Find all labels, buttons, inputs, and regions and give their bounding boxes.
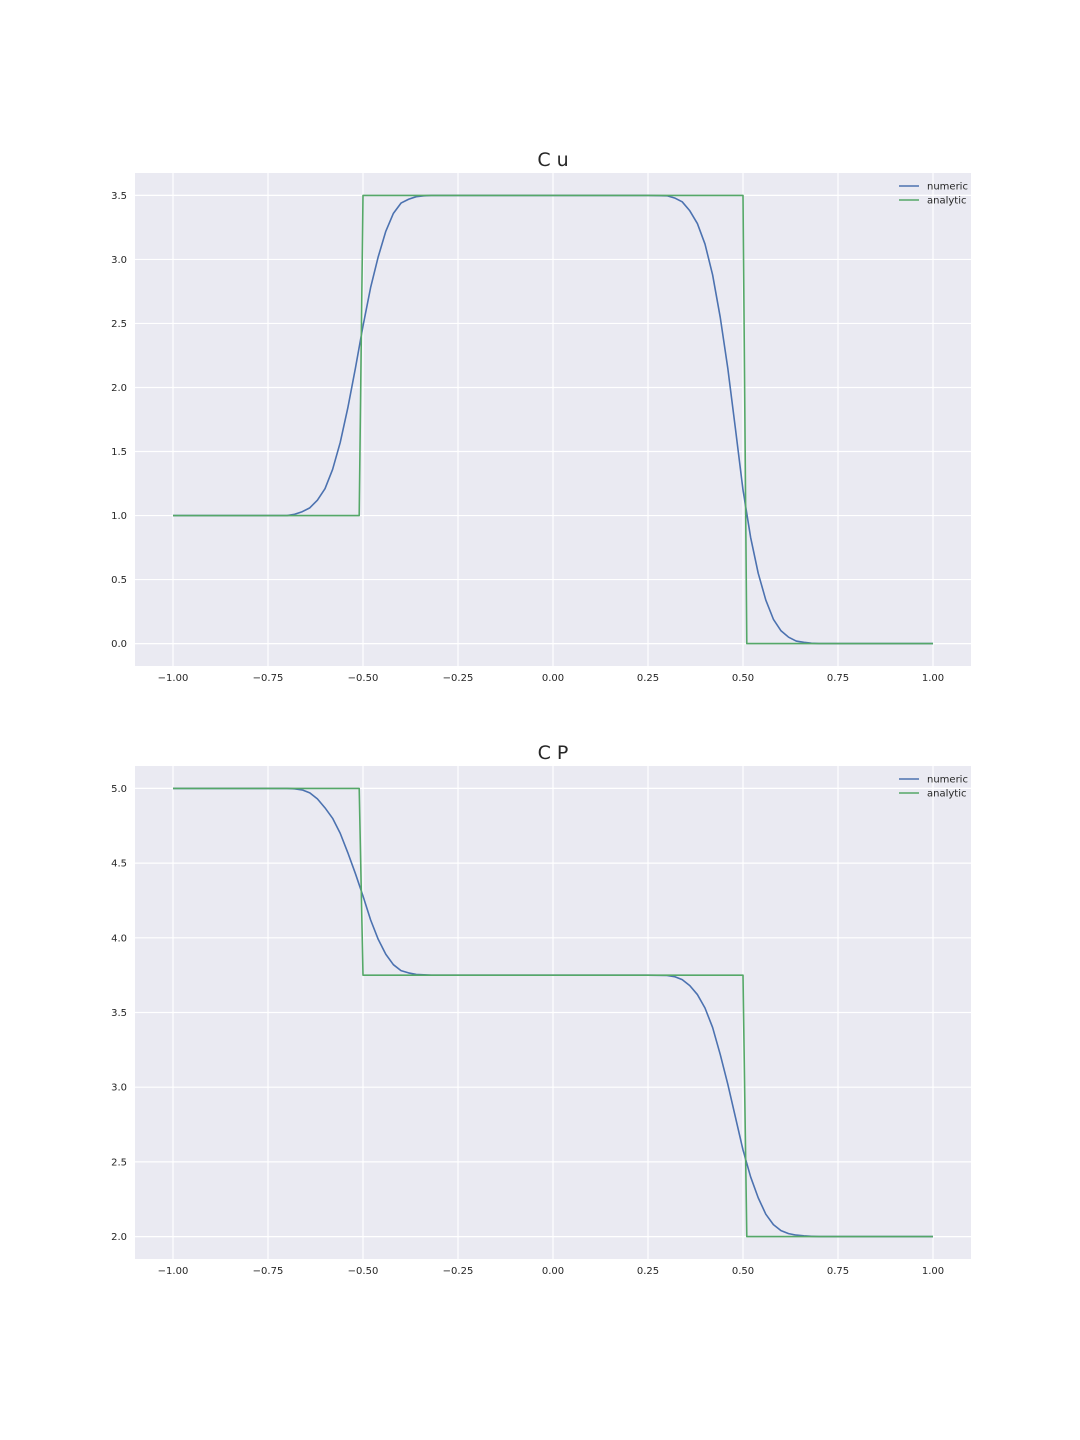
chart-title: C P: [538, 742, 569, 764]
x-tick-label: 0.00: [542, 1266, 564, 1277]
y-tick-label: 2.0: [111, 1232, 127, 1243]
legend-label-numeric: numeric: [927, 182, 968, 193]
y-tick-label: 3.0: [111, 1083, 127, 1094]
legend-label-numeric: numeric: [927, 775, 968, 786]
legend-label-analytic: analytic: [927, 196, 967, 207]
x-tick-label: −0.50: [348, 673, 379, 684]
chart-cp: −1.00 −0.75 −0.50 −0.25 0.00 0.25 0.50 0.75 1.00…: [111, 742, 971, 1277]
x-tick-label: 1.00: [922, 673, 944, 684]
x-tick-label: −1.00: [158, 1266, 189, 1277]
x-tick-label: −0.25: [443, 673, 474, 684]
x-tick-label: 0.50: [732, 673, 754, 684]
y-tick-label: 3.5: [111, 191, 127, 202]
x-tick-label: −0.50: [348, 1266, 379, 1277]
y-tick-label: 4.5: [111, 859, 127, 870]
x-tick-label: 1.00: [922, 1266, 944, 1277]
legend: numeric analytic: [899, 182, 968, 207]
x-tick-label: −0.75: [253, 673, 284, 684]
x-tick-label: 0.50: [732, 1266, 754, 1277]
x-tick-label: −1.00: [158, 673, 189, 684]
x-tick-label: 0.75: [827, 1266, 849, 1277]
legend: numeric analytic: [899, 775, 968, 800]
x-tick-label: 0.25: [637, 1266, 659, 1277]
y-tick-label: 2.5: [111, 1157, 127, 1168]
y-tick-label: 2.5: [111, 319, 127, 330]
chart-title: C u: [537, 149, 568, 171]
y-tick-label: 4.0: [111, 933, 127, 944]
x-tick-label: 0.00: [542, 673, 564, 684]
x-tick-label: 0.25: [637, 673, 659, 684]
legend-label-analytic: analytic: [927, 789, 967, 800]
x-tick-label: −0.25: [443, 1266, 474, 1277]
y-tick-label: 1.5: [111, 447, 127, 458]
chart-cu: −1.00 −0.75 −0.50 −0.25 0.00 0.25 0.50 0.75 1.00…: [111, 149, 971, 684]
series-line-analytic: [173, 194, 933, 645]
y-tick-label: 2.0: [111, 383, 127, 394]
y-tick-label: 3.0: [111, 255, 127, 266]
y-tick-label: 0.5: [111, 575, 127, 586]
x-tick-label: 0.75: [827, 673, 849, 684]
series-line-analytic: [173, 787, 933, 1238]
y-tick-label: 0.0: [111, 639, 127, 650]
y-tick-label: 1.0: [111, 511, 127, 522]
y-tick-label: 3.5: [111, 1008, 127, 1019]
y-tick-label: 5.0: [111, 784, 127, 795]
x-tick-label: −0.75: [253, 1266, 284, 1277]
